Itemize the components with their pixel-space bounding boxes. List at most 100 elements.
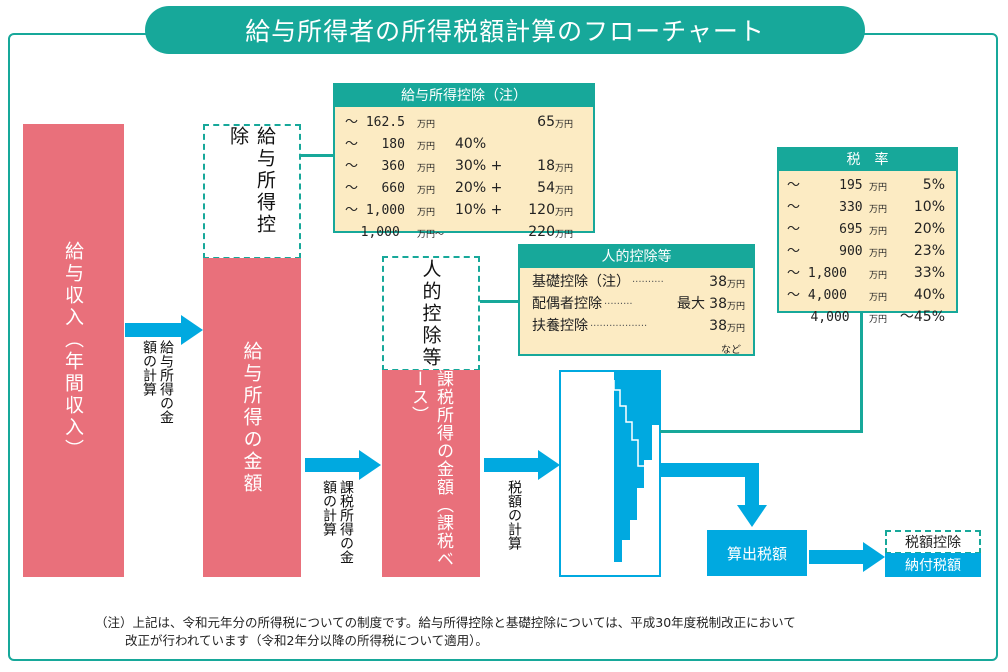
arrow-3-caption: 税額の計算 [505, 480, 522, 575]
connector-bar [745, 463, 759, 508]
tax-rate-row: ～ 195 万円 5% [787, 176, 948, 198]
arrow-2-text: 課税所得の金額の計算 [321, 480, 354, 564]
gross-income-label: 給与収入（年間収入） [62, 240, 84, 461]
personal-deduction-name: 基礎控除（注） [532, 274, 630, 290]
tax-rate-value: ～45% [899, 309, 945, 325]
down-arrow-icon [737, 505, 767, 527]
deduction-range-unit: 万円 [417, 120, 436, 130]
personal-deduction-dots: ·················· [590, 321, 648, 332]
deduction-amount: 18 [537, 158, 555, 174]
personal-deduction-label: 人的控除等 [419, 258, 442, 369]
footnote-line-1: （注）上記は、令和元年分の所得税についての制度です。給与所得控除と基礎控除につい… [95, 615, 796, 630]
deduction-range: ～ 360 [345, 159, 405, 174]
deduction-amount: 120 [528, 202, 555, 218]
deduction-range: ～ 1,000 [345, 203, 405, 218]
deduction-rate: 30% + [455, 158, 503, 174]
deduction-range: ～ 162.5 [345, 115, 405, 130]
personal-deduction-row: 基礎控除（注） ·········· 38 万円 [532, 273, 745, 295]
arrow-1-caption: 給与所得の金額の計算 [140, 340, 174, 450]
gross-income-block: 給与収入（年間収入） [23, 124, 124, 577]
arrow-2-icon [305, 450, 381, 480]
deduction-row: ～ 162.5 万円 65 万円 [345, 113, 585, 135]
tax-bracket-graphic [559, 370, 661, 577]
personal-deduction-box: 人的控除等 [382, 256, 480, 371]
deduction-range-unit: 万円 [417, 142, 436, 152]
deduction-rate [455, 113, 515, 135]
tax-rate-range: ～ 695 [787, 222, 863, 237]
employment-deduction-box: 給与所得控除 [203, 124, 301, 259]
tax-rate-row: 4,000 万円 ～45% [787, 308, 948, 330]
connector-bar [660, 463, 759, 477]
tax-rate-unit: 万円 [869, 183, 888, 193]
deduction-row: ～ 180 万円 40% [345, 135, 585, 157]
deduction-amount: 220 [528, 224, 555, 240]
tax-rate-value: 33% [913, 265, 945, 281]
tax-rate-unit: 万円 [869, 249, 888, 259]
tax-rate-rows: ～ 195 万円 5% ～ 330 万円 10% ～ 695 万円 20% ～ 900 万円 23% ～… [779, 171, 956, 330]
personal-deduction-dots: ·········· [632, 277, 664, 288]
connector-line [860, 312, 863, 432]
tax-rate-value: 40% [913, 287, 945, 303]
tax-rate-range: 4,000 [787, 310, 850, 325]
deduction-row: 1,000 万円～ 220 万円 [345, 223, 585, 245]
personal-deduction-name: 扶養控除 [532, 318, 588, 334]
connector-line [480, 300, 520, 303]
employment-deduction-label: 給与所得控除 [227, 126, 276, 236]
taxable-income-label: 課税所得の金額（課税ベース） [408, 370, 453, 568]
deduction-amount: 65 [537, 114, 555, 130]
tax-credit-box: 税額控除 [885, 530, 981, 554]
personal-deduction-amount: 38 [709, 318, 727, 334]
deduction-row: ～ 660 万円 20% +54 万円 [345, 179, 585, 201]
connector-line [660, 430, 863, 433]
taxable-income-block: 課税所得の金額（課税ベース） [382, 370, 480, 577]
tax-payable-block: 納付税額 [885, 553, 981, 577]
deduction-range: ～ 660 [345, 181, 405, 196]
personal-deduction-amount: 38 [709, 296, 727, 312]
deduction-amount-unit: 万円 [555, 120, 574, 130]
deduction-rate: 40% [455, 136, 487, 152]
deduction-amount [515, 135, 555, 157]
tax-rate-range: ～ 900 [787, 244, 863, 259]
personal-deduction-row: 配偶者控除 ········· 最大 38 万円 [532, 295, 745, 317]
tax-rate-unit: 万円 [869, 271, 888, 281]
personal-deduction-header: 人的控除等 [520, 246, 753, 268]
personal-deduction-footer: など [721, 345, 741, 356]
page-title: 給与所得者の所得税額計算のフローチャート [145, 6, 865, 54]
deduction-rate [455, 223, 515, 245]
deduction-range-unit: 万円～ [417, 230, 445, 240]
deduction-amount-unit: 万円 [555, 230, 574, 240]
tax-rate-value: 20% [913, 221, 945, 237]
connector-line [301, 154, 335, 157]
employment-income-block: 給与所得の金額 [203, 258, 301, 577]
tax-rate-unit: 万円 [869, 293, 888, 303]
personal-deduction-unit: 万円 [726, 280, 745, 290]
personal-deduction-rows: 基礎控除（注） ·········· 38 万円 配偶者控除 ········· 最大 38 万… [520, 268, 753, 339]
deduction-amount-unit: 万円 [555, 186, 574, 196]
personal-deduction-name: 配偶者控除 [532, 296, 602, 312]
arrow-2-caption: 課税所得の金額の計算 [320, 480, 354, 590]
deduction-amount-unit: 万円 [555, 208, 574, 218]
personal-deduction-amount: 38 [709, 274, 727, 290]
tax-rate-range: ～ 1,800 [787, 266, 847, 281]
deduction-amount: 54 [537, 180, 555, 196]
tax-rate-header: 税 率 [779, 149, 956, 171]
tax-rate-row: ～ 1,800 万円 33% [787, 264, 948, 286]
arrow-3-text: 税額の計算 [506, 480, 522, 550]
personal-deduction-prefix: 最大 [676, 296, 705, 312]
tax-rate-row: ～ 4,000 万円 40% [787, 286, 948, 308]
personal-deduction-table: 人的控除等 基礎控除（注） ·········· 38 万円 配偶者控除 ········… [518, 244, 755, 356]
tax-rate-unit: 万円 [869, 315, 888, 325]
tax-rate-range: ～ 195 [787, 178, 863, 193]
tax-rate-value: 5% [922, 177, 945, 193]
personal-deduction-unit: 万円 [726, 302, 745, 312]
arrow-1-icon [125, 315, 203, 345]
footnote-line-2: 改正が行われています（令和2年分以降の所得税について適用）。 [125, 633, 488, 648]
tax-rate-row: ～ 330 万円 10% [787, 198, 948, 220]
computed-tax-block: 算出税額 [707, 530, 807, 576]
tax-rate-unit: 万円 [869, 205, 888, 215]
personal-deduction-unit: 万円 [726, 324, 745, 334]
arrow-3-icon [484, 450, 560, 480]
deduction-range-unit: 万円 [417, 186, 436, 196]
employment-income-label: 給与所得の金額 [240, 340, 263, 495]
tax-rate-unit: 万円 [869, 227, 888, 237]
